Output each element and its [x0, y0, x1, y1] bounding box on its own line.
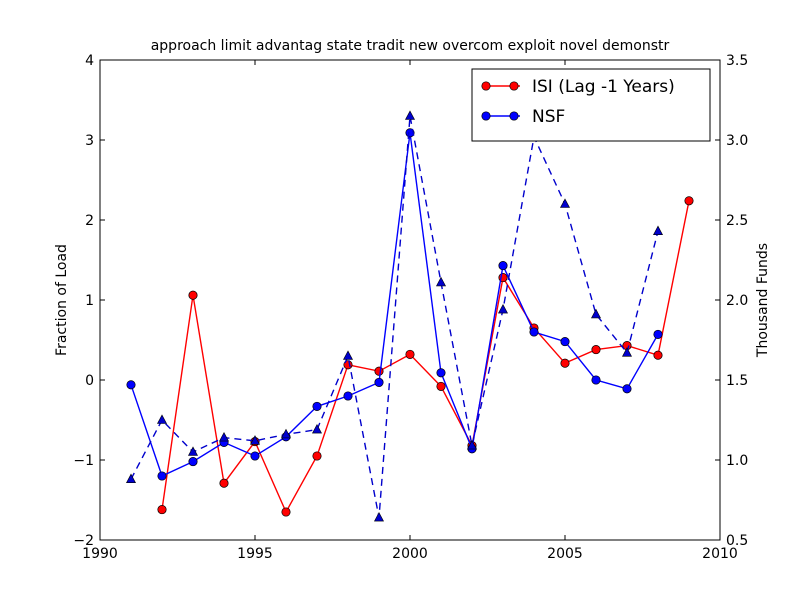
series-0-point-7 — [374, 366, 384, 376]
series-1-point-13 — [529, 327, 539, 337]
series-1-point-7 — [343, 391, 353, 401]
chart-title: approach limit advantag state tradit new… — [151, 38, 670, 54]
y-tick-label-6: 4 — [85, 53, 94, 69]
legend-label-1: NSF — [532, 107, 565, 127]
series-1-point-14 — [560, 337, 570, 347]
series-1-point-1 — [157, 471, 167, 481]
y-tick-label-5: 3 — [85, 133, 94, 149]
series-1-point-17 — [653, 329, 663, 339]
y2-tick-label-3: 2.0 — [726, 293, 748, 309]
y-tick-label-0: −2 — [73, 533, 94, 549]
series-0-point-0 — [157, 505, 167, 515]
series-0-point-13 — [560, 358, 570, 368]
series-0-point-4 — [281, 507, 291, 517]
series-2-point-8 — [374, 511, 384, 522]
series-2-point-17 — [653, 225, 663, 235]
y-axis-label: Fraction of Load — [54, 244, 70, 356]
series-2-point-5 — [281, 428, 291, 439]
series-2-point-12 — [498, 303, 508, 314]
axes-layer: 1990 1995 2000 2005 2010 −2 −1 0 1 2 3 4 0.5 1.0 1.5 2.… — [73, 53, 748, 562]
series-1-point-0 — [126, 380, 136, 390]
series-2-point-9 — [405, 110, 415, 120]
series-2-point-2 — [188, 446, 198, 456]
series-2-point-4 — [250, 435, 260, 445]
series-0-point-17 — [684, 196, 694, 206]
series-2-point-3 — [219, 431, 229, 442]
series-line-2 — [130, 115, 659, 518]
y-tick-label-1: −1 — [73, 453, 94, 469]
series-line-1 — [130, 132, 659, 477]
series-1-point-15 — [591, 375, 601, 385]
series-1-point-10 — [436, 368, 446, 378]
series-line-0 — [161, 200, 690, 514]
series-0-point-14 — [591, 345, 601, 355]
y2-tick-label-1: 1.0 — [726, 453, 748, 469]
series-0-point-16 — [653, 350, 663, 360]
legend: ISI (Lag -1 Years) NSF — [471, 68, 711, 142]
x-tick-label-2: 2000 — [392, 546, 428, 562]
series-2-point-14 — [560, 198, 570, 208]
y2-tick-label-6: 3.5 — [726, 53, 748, 69]
series-1-point-16 — [622, 384, 632, 394]
series-1-point-6 — [312, 401, 322, 411]
y-tick-label-2: 0 — [85, 373, 94, 389]
legend-label-0: ISI (Lag -1 Years) — [532, 77, 675, 97]
series-2-point-11 — [467, 439, 477, 450]
series-0-point-5 — [312, 451, 322, 461]
series-2-point-7 — [343, 350, 353, 360]
series-2-point-16 — [622, 347, 632, 357]
x-tick-label-1: 1995 — [237, 546, 273, 562]
y-tick-label-3: 1 — [85, 293, 94, 309]
y-tick-label-4: 2 — [85, 213, 94, 229]
y2-axis-label: Thousand Funds — [755, 243, 771, 358]
legend-box — [471, 68, 711, 142]
series-layer — [126, 110, 694, 522]
x-tick-label-4: 2010 — [702, 546, 738, 562]
legend-marker-right-1 — [509, 111, 519, 121]
x-tick-label-3: 2005 — [547, 546, 583, 562]
series-2-point-0 — [126, 473, 136, 484]
legend-marker-right-0 — [509, 81, 519, 91]
series-1-point-12 — [498, 261, 508, 271]
series-2-point-1 — [157, 414, 167, 424]
y2-tick-label-0: 0.5 — [726, 533, 748, 549]
x-tick-label-0: 1990 — [82, 546, 118, 562]
y2-tick-label-4: 2.5 — [726, 213, 748, 229]
series-2-point-15 — [591, 308, 601, 319]
y2-tick-label-5: 3.0 — [726, 133, 748, 149]
series-1-point-2 — [188, 457, 198, 467]
series-0-point-2 — [219, 478, 229, 488]
series-1-point-4 — [250, 451, 260, 461]
series-1-point-8 — [374, 377, 384, 387]
series-2-point-6 — [312, 423, 322, 434]
series-2-point-10 — [436, 276, 446, 287]
y2-tick-label-2: 1.5 — [726, 373, 748, 389]
legend-marker-left-0 — [481, 81, 491, 91]
legend-marker-left-1 — [481, 111, 491, 121]
series-0-point-1 — [188, 290, 198, 300]
series-0-point-9 — [436, 381, 446, 391]
series-0-point-8 — [405, 349, 415, 359]
